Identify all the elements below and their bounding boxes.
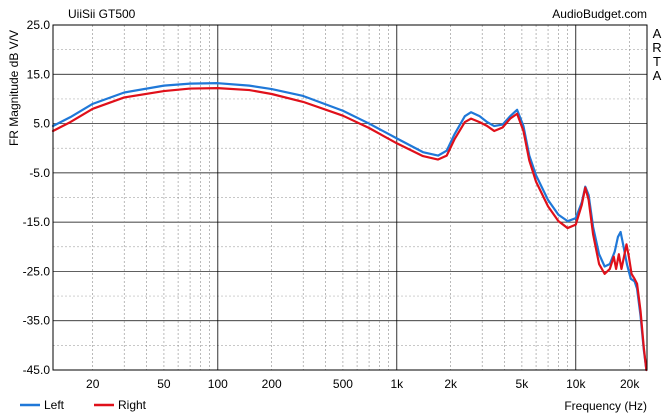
y-tick-label: 25.0 [27, 18, 51, 32]
side-label-letter: T [653, 54, 661, 69]
y-tick-label: -35.0 [23, 314, 51, 328]
series-layer [51, 82, 648, 372]
x-tick-label: 20k [620, 377, 640, 391]
y-tick-label: -5.0 [29, 166, 50, 180]
side-label-letter: A [653, 68, 662, 83]
y-tick-label: 5.0 [33, 117, 50, 131]
source-label: AudioBudget.com [552, 7, 647, 21]
x-tick-label: 200 [262, 377, 282, 391]
y-tick-label: -15.0 [23, 215, 51, 229]
chart-title: UiiSii GT500 [68, 7, 136, 21]
legend: Left Right [20, 398, 147, 412]
x-tick-label: 5k [516, 377, 530, 391]
y-tick-label: -25.0 [23, 264, 51, 278]
side-label-letter: A [653, 26, 662, 41]
legend-label-right: Right [118, 398, 147, 412]
y-axis-title: FR Magnitude dB V/V [7, 30, 21, 146]
x-tick-label: 2k [444, 377, 458, 391]
legend-label-left: Left [44, 398, 65, 412]
x-axis-title: Frequency (Hz) [564, 399, 647, 413]
y-tick-label: 15.0 [27, 67, 51, 81]
x-tick-label: 500 [333, 377, 353, 391]
grid-lines [53, 24, 647, 371]
plot-frame [52, 24, 648, 371]
tick-labels: 25.0 15.0 5.0 -5.0 -15.0 -25.0 -35.0 -45.0 20 50 1… [23, 18, 641, 391]
y-tick-label: -45.0 [23, 363, 51, 377]
x-tick-label: 20 [86, 377, 100, 391]
x-tick-label: 50 [157, 377, 171, 391]
series-line-right [51, 86, 648, 372]
x-tick-label: 1k [390, 377, 404, 391]
series-line-left [51, 82, 648, 372]
x-tick-label: 10k [566, 377, 586, 391]
x-tick-label: 100 [208, 377, 228, 391]
side-label-letter: R [652, 40, 661, 55]
